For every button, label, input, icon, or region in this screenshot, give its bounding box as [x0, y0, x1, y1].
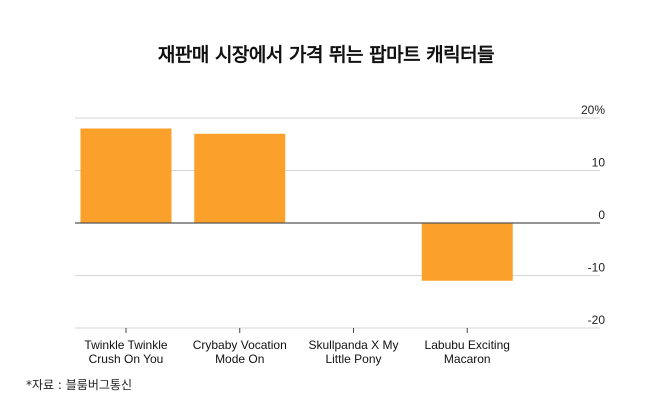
bar-0	[80, 128, 172, 223]
y-tick-label: -20	[588, 313, 606, 327]
y-tick-label: 10	[592, 156, 606, 170]
chart-title: 재판매 시장에서 가격 뛰는 팝마트 캐릭터들	[157, 44, 495, 66]
x-tick-label: Crush On You	[89, 352, 164, 366]
bar-3	[421, 223, 513, 281]
x-tick-label: Labubu Exciting	[425, 338, 510, 352]
x-tick-label: Macaron	[444, 352, 491, 366]
x-tick-label: Mode On	[215, 352, 264, 366]
x-tick-label: Little Pony	[325, 352, 381, 366]
bar-1	[194, 133, 286, 223]
y-tick-label: 20%	[581, 103, 605, 117]
x-tick-label: Twinkle Twinkle	[84, 338, 167, 352]
source-note: *자료 : 블룸버그통신	[26, 378, 132, 392]
x-tick-label: Skullpanda X My	[308, 338, 398, 352]
y-tick-label: 0	[598, 208, 605, 222]
y-tick-label: -10	[588, 261, 606, 275]
x-tick-label: Crybaby Vocation	[193, 338, 287, 352]
